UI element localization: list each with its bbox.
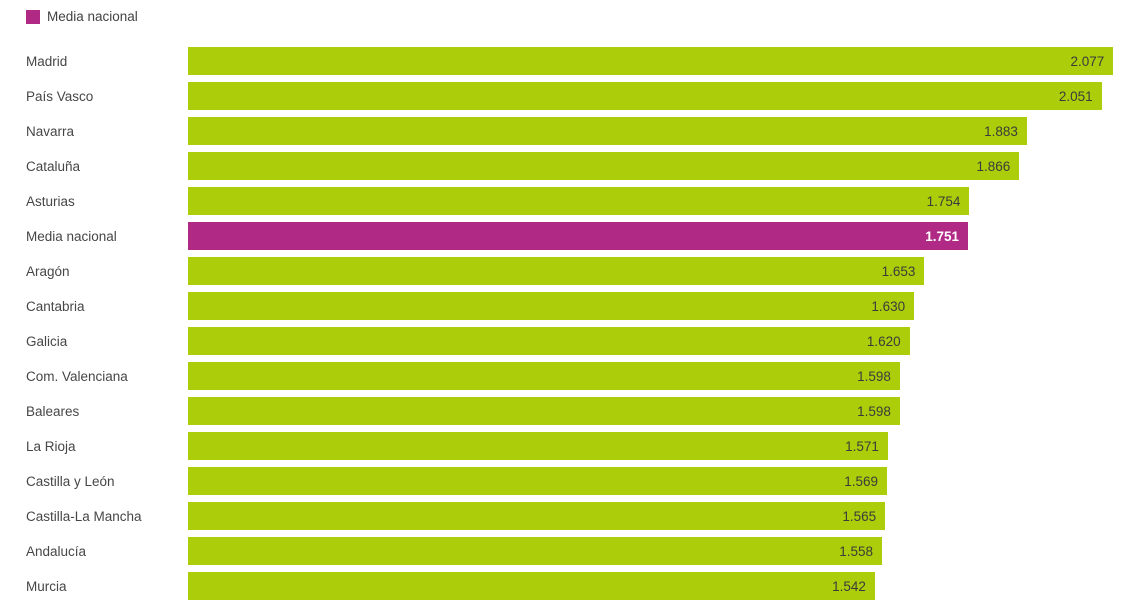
value-label: 1.883: [984, 123, 1018, 139]
bar-row: País Vasco 2.051: [0, 82, 1128, 110]
value-label: 1.542: [832, 578, 866, 594]
category-label: Navarra: [26, 123, 75, 139]
value-label: 1.571: [845, 438, 879, 454]
value-label: 1.558: [839, 543, 874, 559]
bar: 2.051: [188, 82, 1102, 110]
category-label: Asturias: [26, 193, 75, 209]
category-label: Galicia: [26, 333, 68, 349]
value-label: 1.598: [857, 368, 891, 384]
value-label: 2.051: [1058, 88, 1093, 104]
value-label: 1.630: [871, 298, 906, 314]
value-label: 1.569: [844, 473, 878, 489]
bar-row: Asturias 1.754: [0, 187, 1128, 215]
category-label: La Rioja: [26, 438, 76, 454]
bar-row: Castilla-La Mancha 1.565: [0, 502, 1128, 530]
bar-chart: Madrid 2.077 País Vasco 2.051 Navarra 1.…: [0, 47, 1128, 600]
bar-area: 1.630: [188, 292, 1128, 320]
bar: 1.571: [188, 432, 888, 460]
bar-row: Castilla y León 1.569: [0, 467, 1128, 495]
bar-area: 2.077: [188, 47, 1128, 75]
category-label: País Vasco: [26, 88, 94, 104]
bar: 1.558: [188, 537, 883, 565]
bar-area: 1.883: [188, 117, 1128, 145]
bar-area: 1.598: [188, 397, 1128, 425]
bar: 2.077: [188, 47, 1114, 75]
value-label: 1.565: [842, 508, 877, 524]
legend: Media nacional: [26, 9, 1128, 24]
bar-row: Galicia 1.620: [0, 327, 1128, 355]
category-label: Com. Valenciana: [26, 368, 128, 384]
category-label: Aragón: [26, 263, 70, 279]
category-label: Media nacional: [26, 228, 117, 244]
bar-area: 1.558: [188, 537, 1128, 565]
bar: 1.569: [188, 467, 887, 495]
bar: 1.883: [188, 117, 1027, 145]
value-label: 1.620: [866, 333, 901, 349]
bar-row: Madrid 2.077: [0, 47, 1128, 75]
value-label: 1.754: [926, 193, 961, 209]
bar-row: La Rioja 1.571: [0, 432, 1128, 460]
value-label: 2.077: [1070, 53, 1105, 69]
legend-label: Media nacional: [47, 9, 138, 24]
bar-area: 1.754: [188, 187, 1128, 215]
bar: 1.598: [188, 362, 900, 390]
legend-swatch-media-nacional: [26, 9, 40, 24]
bar-area: 1.542: [188, 572, 1128, 600]
bar-area: 1.571: [188, 432, 1128, 460]
bar: 1.620: [188, 327, 910, 355]
bar: 1.630: [188, 292, 915, 320]
bar-area: 1.751: [188, 222, 1128, 250]
value-label: 1.653: [881, 263, 916, 279]
value-label: 1.598: [857, 403, 891, 419]
category-label: Madrid: [26, 53, 68, 69]
category-label: Castilla y León: [26, 473, 115, 489]
bar-row: Cataluña 1.866: [0, 152, 1128, 180]
category-label: Cataluña: [26, 158, 81, 174]
bar-row: Navarra 1.883: [0, 117, 1128, 145]
value-label: 1.866: [976, 158, 1011, 174]
bar: 1.754: [188, 187, 970, 215]
bar-area: 1.866: [188, 152, 1128, 180]
bar-area: 2.051: [188, 82, 1128, 110]
bar-row: Baleares 1.598: [0, 397, 1128, 425]
bar-row: Andalucía 1.558: [0, 537, 1128, 565]
category-label: Cantabria: [26, 298, 85, 314]
bar: 1.751: [188, 222, 969, 250]
value-label: 1.751: [925, 228, 960, 244]
bar-area: 1.598: [188, 362, 1128, 390]
bar-row: Cantabria 1.630: [0, 292, 1128, 320]
bar-row: Com. Valenciana 1.598: [0, 362, 1128, 390]
bar-row: Murcia 1.542: [0, 572, 1128, 600]
bar: 1.653: [188, 257, 925, 285]
bar: 1.542: [188, 572, 875, 600]
bar-area: 1.569: [188, 467, 1128, 495]
bar: 1.866: [188, 152, 1020, 180]
bar-area: 1.565: [188, 502, 1128, 530]
category-label: Baleares: [26, 403, 80, 419]
bar-row: Aragón 1.653: [0, 257, 1128, 285]
bar-area: 1.620: [188, 327, 1128, 355]
bar-area: 1.653: [188, 257, 1128, 285]
category-label: Murcia: [26, 578, 67, 594]
bar: 1.565: [188, 502, 886, 530]
bar-row: Media nacional 1.751: [0, 222, 1128, 250]
category-label: Andalucía: [26, 543, 87, 559]
category-label: Castilla-La Mancha: [26, 508, 142, 524]
bar: 1.598: [188, 397, 900, 425]
